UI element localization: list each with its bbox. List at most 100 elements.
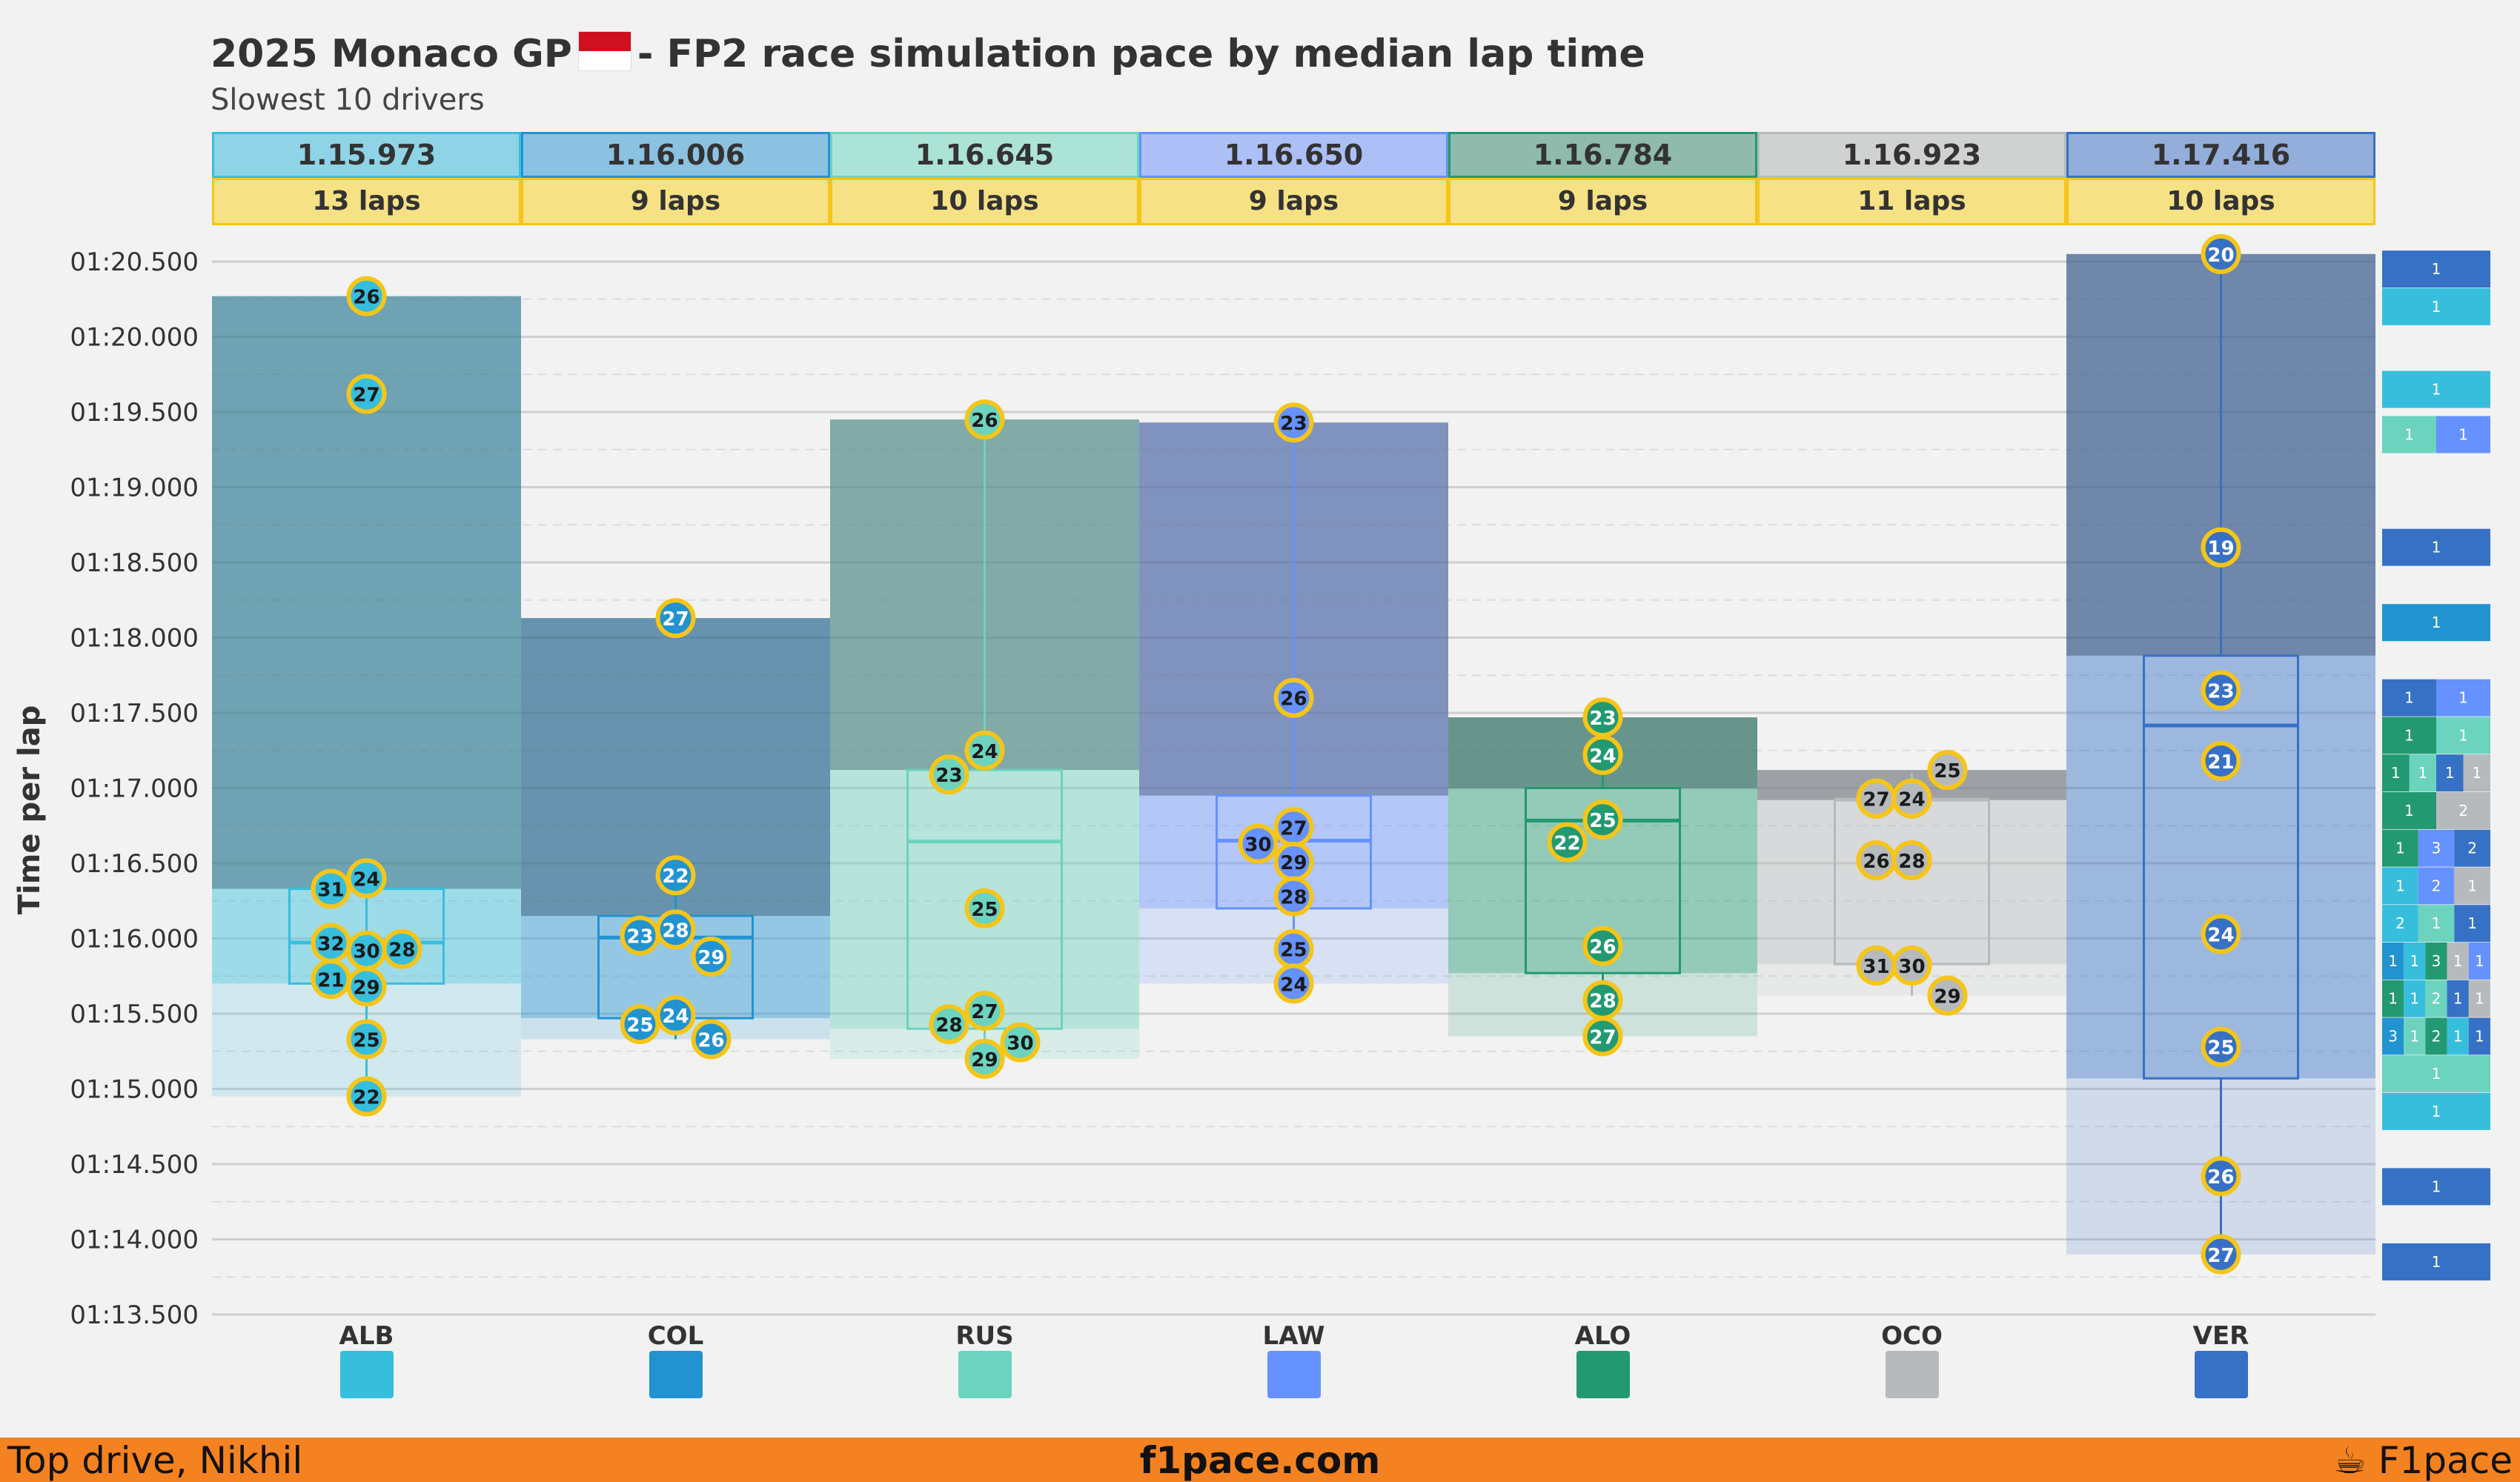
band-iqr-oco [1757,800,2066,965]
lap-point-rus-26[interactable]: 26 [964,399,1005,440]
lap-point-oco-27[interactable]: 27 [1856,778,1897,819]
lap-point-law-26[interactable]: 26 [1273,677,1314,718]
mercedes-logo-icon [958,1351,1012,1398]
lap-point-oco-30[interactable]: 30 [1891,946,1932,986]
lap-point-ver-25[interactable]: 25 [2201,1026,2241,1067]
lap-point-rus-29[interactable]: 29 [964,1038,1005,1079]
laps-header-law: 9 laps [1139,178,1448,225]
title-suffix: - FP2 race simulation pace by median lap… [637,32,1645,76]
histogram-count: 2 [2395,914,2405,932]
lap-point-law-30[interactable]: 30 [1238,823,1279,864]
histogram-cell [2382,791,2436,829]
histogram-count: 1 [2467,877,2477,894]
lap-label: 21 [317,969,344,991]
lap-label: 26 [1589,937,1616,959]
lap-point-ver-27[interactable]: 27 [2201,1234,2241,1275]
lap-point-law-27[interactable]: 27 [1273,807,1314,848]
footer-site[interactable]: f1pace.com [1139,1439,1381,1482]
lap-point-alo-22[interactable]: 22 [1547,822,1588,863]
lap-point-law-24[interactable]: 24 [1273,963,1314,1004]
lap-marker [2201,233,2241,274]
y-tick-label: 01:19.000 [70,473,199,503]
lap-point-oco-28[interactable]: 28 [1891,840,1932,880]
lap-point-col-23[interactable]: 23 [620,915,660,956]
lap-point-col-25[interactable]: 25 [620,1004,660,1045]
lap-point-col-22[interactable]: 22 [655,855,696,896]
lap-label: 30 [1898,956,1925,978]
lap-point-col-29[interactable]: 29 [691,936,732,977]
lap-point-alb-26[interactable]: 26 [346,276,387,316]
lap-point-rus-24[interactable]: 24 [964,730,1005,771]
histogram-cell [2436,791,2490,829]
lap-point-oco-31[interactable]: 31 [1856,946,1897,986]
lap-point-ver-24[interactable]: 24 [2201,914,2241,954]
lap-point-oco-29[interactable]: 29 [1927,975,1968,1016]
histogram-cell [2404,1017,2426,1055]
lap-label: 24 [2207,924,2234,946]
lap-label: 27 [1280,817,1307,840]
y-tick-label: 01:14.000 [70,1226,199,1255]
lap-point-rus-28[interactable]: 28 [929,1004,969,1045]
histogram-cell [2382,905,2418,943]
histogram-cell [2382,528,2490,566]
lap-point-alb-30[interactable]: 30 [346,930,387,971]
lap-point-ver-19[interactable]: 19 [2201,527,2241,568]
lap-label: 20 [2207,245,2234,267]
histogram-count: 2 [2467,840,2477,857]
lap-point-law-23[interactable]: 23 [1273,402,1314,443]
lap-point-col-26[interactable]: 26 [691,1019,732,1060]
lap-point-alo-23[interactable]: 23 [1582,697,1623,738]
lap-point-col-28[interactable]: 28 [655,909,696,950]
lap-point-oco-26[interactable]: 26 [1856,840,1897,880]
lap-point-ver-26[interactable]: 26 [2201,1156,2241,1197]
histogram-count: 1 [2475,952,2484,970]
lap-point-alo-24[interactable]: 24 [1582,734,1623,775]
lap-point-alb-24[interactable]: 24 [346,858,387,899]
lap-point-alb-32[interactable]: 32 [311,923,351,963]
lap-point-col-27[interactable]: 27 [655,598,696,639]
lap-point-alo-26[interactable]: 26 [1582,926,1623,966]
lap-point-oco-25[interactable]: 25 [1927,750,1968,791]
lap-label: 26 [971,410,998,432]
lap-label: 25 [1280,940,1307,962]
lap-marker [1582,734,1623,775]
lap-point-alo-27[interactable]: 27 [1582,1016,1623,1057]
lap-point-oco-24[interactable]: 24 [1891,778,1932,819]
lap-point-ver-21[interactable]: 21 [2201,740,2241,781]
lap-marker [964,990,1005,1031]
lap-point-rus-27[interactable]: 27 [964,990,1005,1031]
lap-marker [346,1019,387,1060]
lap-point-rus-30[interactable]: 30 [1000,1022,1041,1063]
lap-point-alb-28[interactable]: 28 [382,928,422,969]
lap-point-alb-27[interactable]: 27 [346,373,387,414]
lap-marker [691,936,732,977]
lap-point-alo-28[interactable]: 28 [1582,980,1623,1020]
histogram-count: 1 [2432,298,2441,316]
histogram-count: 1 [2467,914,2477,932]
histogram-cell [2436,679,2490,717]
lap-point-law-29[interactable]: 29 [1273,841,1314,882]
lap-point-alb-31[interactable]: 31 [311,868,351,909]
lap-point-alb-29[interactable]: 29 [346,966,387,1007]
histogram-count: 3 [2388,1027,2398,1045]
lap-point-law-28[interactable]: 28 [1273,876,1314,917]
histogram-cell [2418,829,2455,867]
lap-point-alb-22[interactable]: 22 [346,1076,387,1117]
lap-label: 23 [1280,413,1307,435]
lap-marker [1927,750,1968,791]
lap-point-rus-25[interactable]: 25 [964,888,1005,928]
histogram-cell [2425,942,2447,980]
lap-point-alb-25[interactable]: 25 [346,1019,387,1060]
histogram-cell [2382,980,2404,1017]
lap-point-ver-20[interactable]: 20 [2201,233,2241,274]
lap-point-alo-25[interactable]: 25 [1582,800,1623,840]
median-header-law: 1.16.650 [1139,132,1448,178]
lap-point-alb-21[interactable]: 21 [311,959,351,1000]
lap-label: 26 [353,287,379,309]
y-tick-label: 01:19.500 [70,398,199,428]
lap-point-rus-23[interactable]: 23 [929,754,969,795]
lap-point-ver-23[interactable]: 23 [2201,670,2241,711]
median-header-alb: 1.15.973 [212,132,521,178]
lap-point-col-24[interactable]: 24 [655,995,696,1036]
lap-point-law-25[interactable]: 25 [1273,928,1314,969]
